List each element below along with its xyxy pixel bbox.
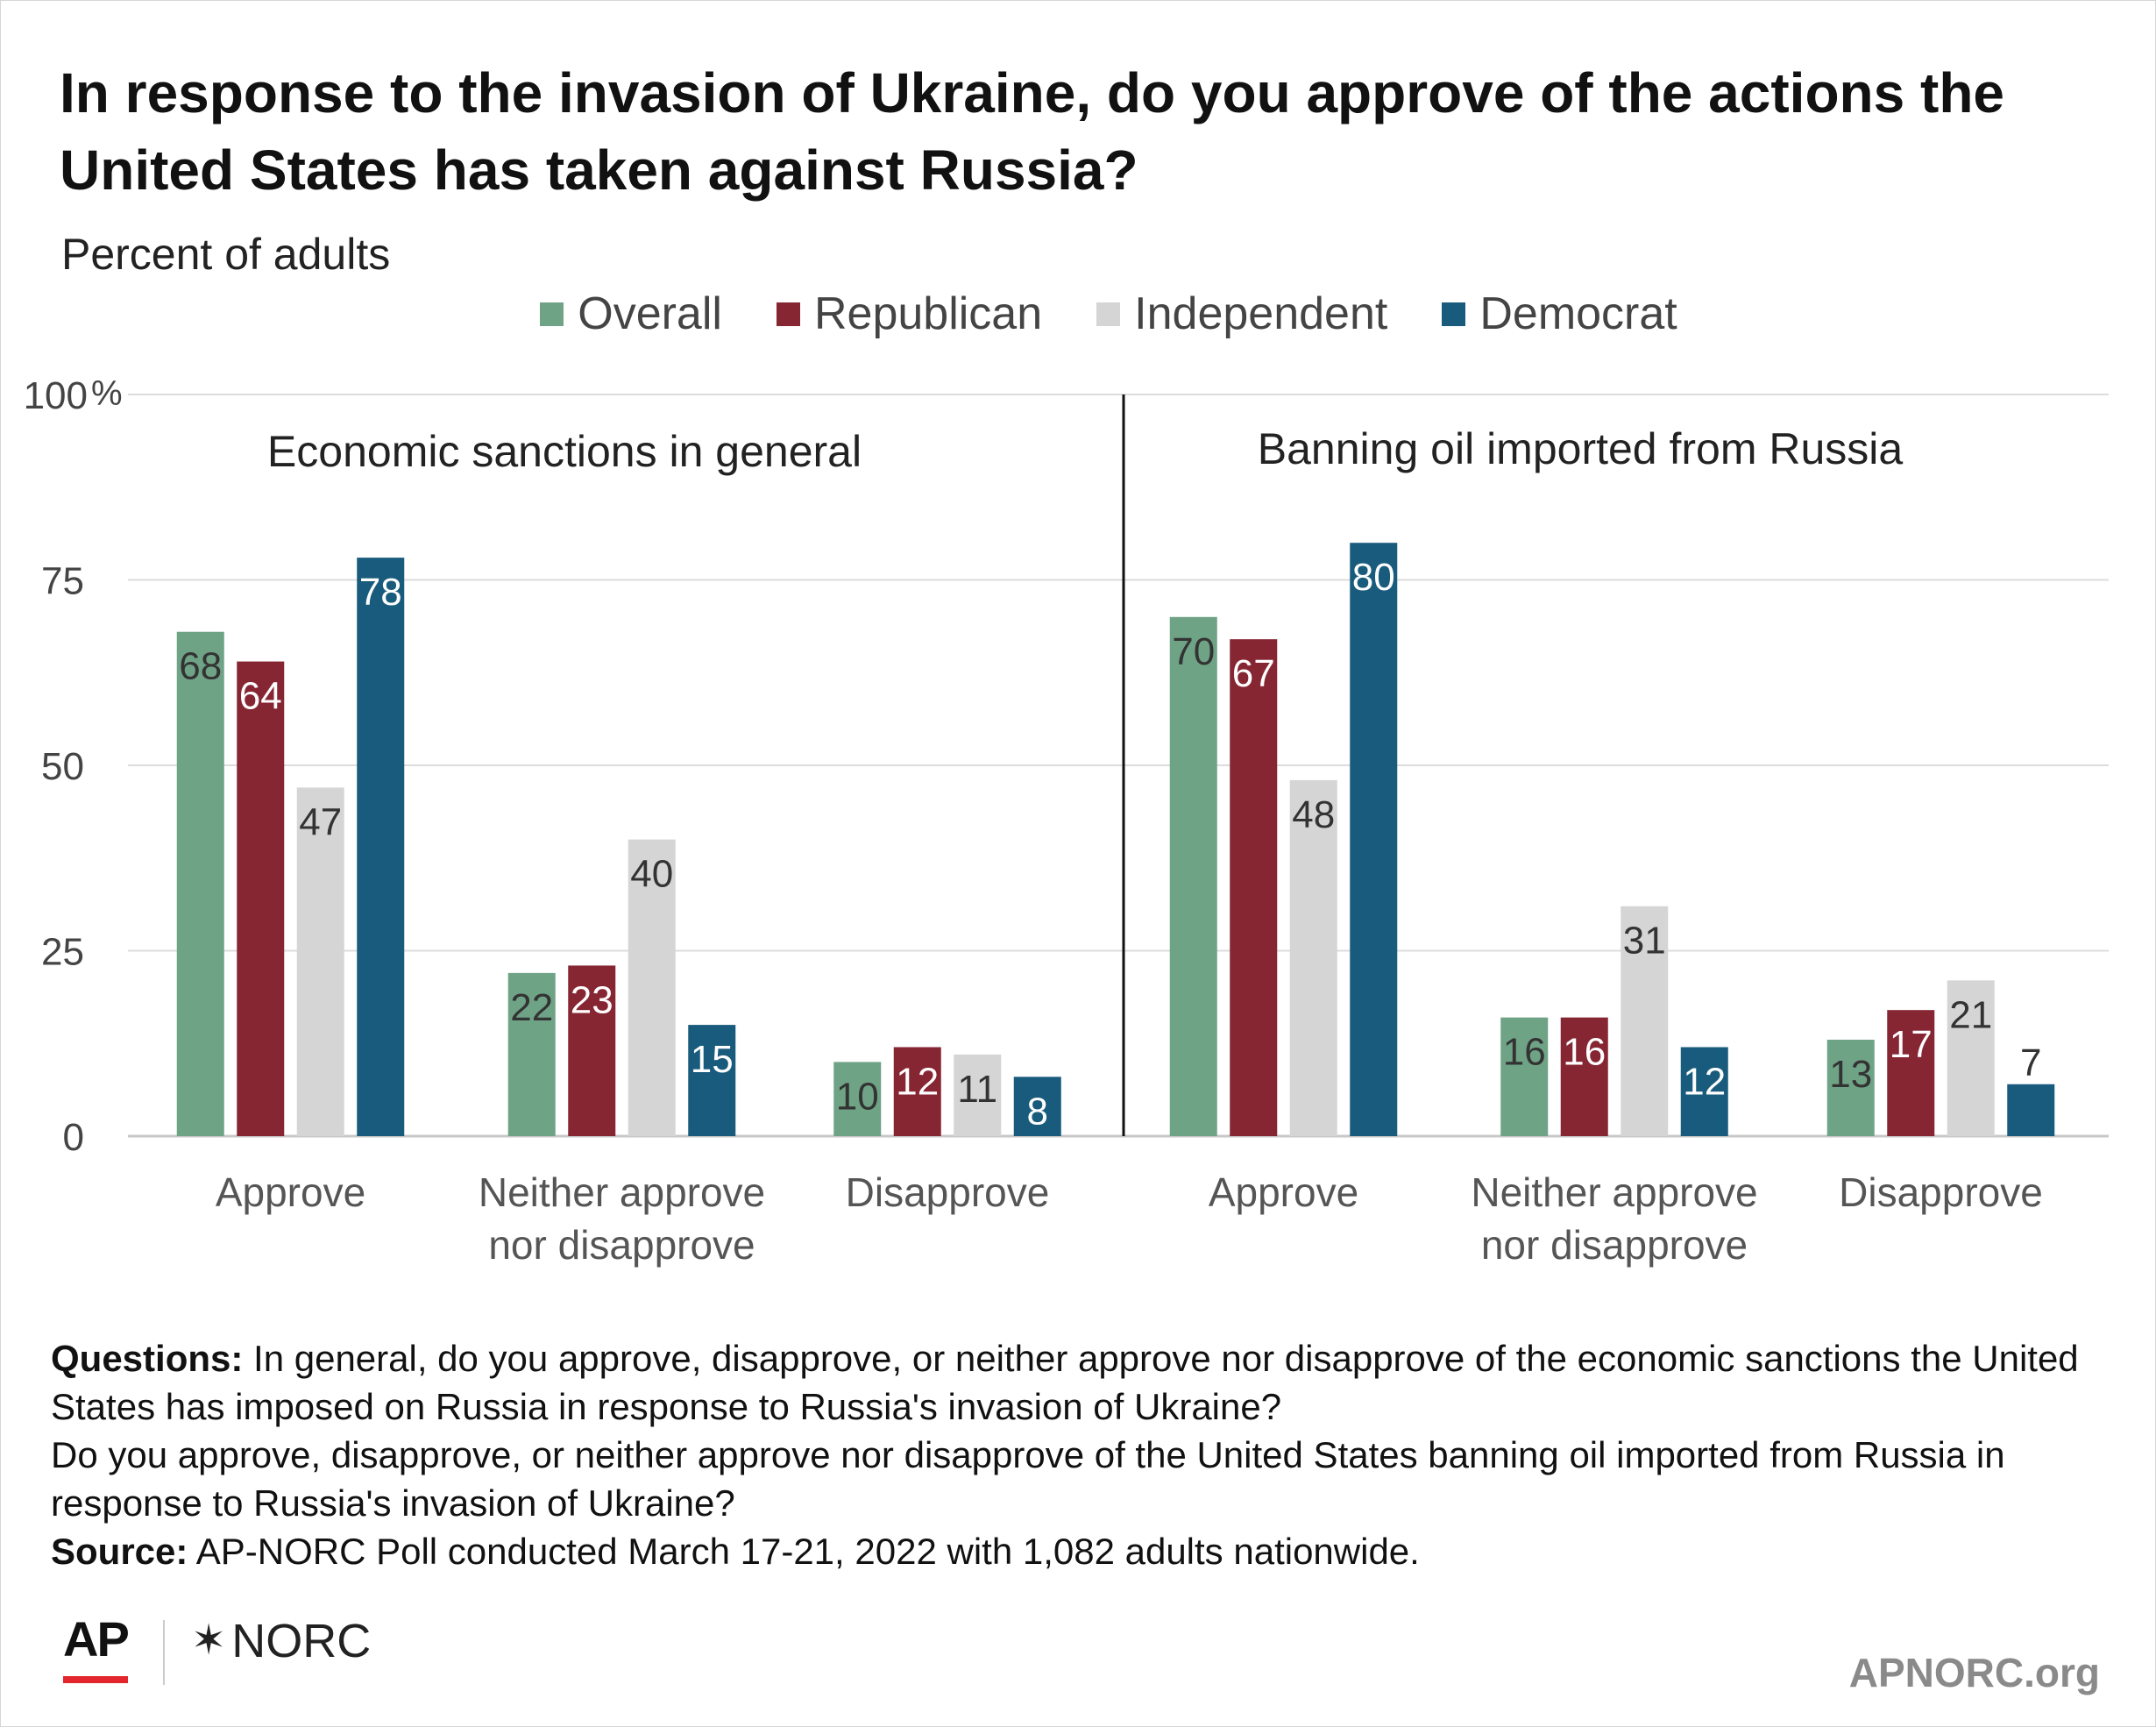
x-tick-label: nor disapprove: [488, 1222, 755, 1268]
data-label: 22: [510, 986, 553, 1029]
panel-title: Economic sanctions in general: [267, 427, 862, 476]
bar: [507, 972, 556, 1136]
bar: [833, 1062, 882, 1136]
source-text: AP-NORC Poll conducted March 17-21, 2022…: [188, 1531, 1420, 1572]
chart-subtitle: Percent of adults: [61, 230, 391, 279]
x-tick-label: nor disapprove: [1481, 1222, 1748, 1268]
bar: [176, 631, 224, 1136]
bar: [296, 787, 344, 1136]
bar-chart: 0 25 50 75 100 % Economic sanctions in general…: [24, 374, 2109, 1268]
y-tick-label: 75: [41, 560, 84, 603]
data-label: 78: [359, 571, 402, 614]
norc-star-icon: ✶: [191, 1617, 227, 1664]
x-tick-label: Neither approve: [1471, 1169, 1757, 1215]
data-label: 80: [1352, 556, 1395, 599]
questions-label: Questions:: [51, 1338, 244, 1379]
y-tick-label: 25: [41, 931, 84, 974]
bar: [1289, 779, 1337, 1136]
legend-item-democrat: Democrat: [1442, 286, 1677, 342]
legend-label: Independent: [1134, 288, 1388, 339]
panel-title: Banning oil imported from Russia: [1258, 424, 1904, 473]
bar: [357, 558, 405, 1136]
x-tick-label: Disapprove: [846, 1169, 1050, 1215]
data-label: 67: [1232, 652, 1275, 695]
bar: [628, 839, 676, 1136]
chart-title: In response to the invasion of Ukraine, …: [60, 61, 2004, 202]
legend-swatch: [1442, 302, 1466, 326]
x-tick-label: Neither approve: [479, 1169, 765, 1215]
data-label: 47: [299, 800, 342, 843]
bar: [1621, 906, 1669, 1136]
data-label: 16: [1503, 1031, 1546, 1074]
legend-swatch: [1096, 302, 1121, 326]
site-link[interactable]: APNORC.org: [1848, 1650, 2100, 1695]
data-label: 17: [1890, 1023, 1933, 1066]
y-tick-label: 0: [63, 1116, 84, 1159]
legend-swatch: [540, 302, 564, 326]
bar: [1013, 1077, 1061, 1136]
bar: [1680, 1047, 1728, 1136]
bar: [2007, 1084, 2055, 1136]
data-label: 48: [1292, 793, 1335, 836]
ap-logo: AP: [63, 1611, 130, 1667]
y-tick-label: 50: [41, 745, 84, 788]
questions-note: Questions: In general, do you approve, d…: [51, 1334, 2119, 1431]
questions-text: In general, do you approve, disapprove, …: [51, 1338, 2079, 1427]
bar: [954, 1054, 1002, 1136]
bar: [1169, 616, 1217, 1136]
bar: [1826, 1040, 1875, 1136]
data-label: 7: [2020, 1041, 2041, 1084]
bar: [237, 661, 285, 1136]
data-label: 15: [691, 1038, 734, 1081]
legend-item-republican: Republican: [776, 286, 1043, 342]
data-label: 21: [1949, 993, 1992, 1036]
data-label: 12: [1683, 1060, 1726, 1103]
legend-label: Republican: [813, 288, 1043, 339]
x-tick-label: Approve: [1209, 1169, 1358, 1215]
legend: Overall Republican Independent Democrat: [0, 286, 2156, 342]
data-label: 8: [1027, 1090, 1048, 1133]
logo-divider: [163, 1620, 165, 1685]
legend-item-independent: Independent: [1096, 286, 1387, 342]
data-label: 11: [957, 1068, 997, 1111]
bar: [568, 965, 616, 1136]
source-label: Source:: [51, 1531, 188, 1572]
source-note: Source: AP-NORC Poll conducted March 17-…: [51, 1527, 2119, 1575]
bar: [1230, 639, 1278, 1136]
data-label: 12: [896, 1060, 939, 1103]
bar: [1560, 1017, 1608, 1136]
legend-label: Overall: [578, 288, 722, 339]
data-label: 13: [1829, 1053, 1872, 1096]
bar: [1350, 543, 1398, 1136]
norc-logo: ✶ NORC: [191, 1615, 371, 1667]
data-label: 64: [239, 675, 282, 718]
bar: [893, 1047, 941, 1136]
data-label: 16: [1563, 1031, 1606, 1074]
data-label: 31: [1623, 920, 1666, 963]
legend-label: Democrat: [1479, 288, 1677, 339]
x-tick-label: Disapprove: [1839, 1169, 2043, 1215]
data-label: 68: [179, 645, 222, 688]
legend-item-overall: Overall: [540, 286, 722, 342]
data-label: 40: [630, 853, 673, 896]
questions-note-2: Do you approve, disapprove, or neither a…: [51, 1434, 2005, 1524]
data-label: 70: [1172, 630, 1215, 673]
data-label: 23: [571, 978, 613, 1021]
x-tick-label: Approve: [216, 1169, 365, 1215]
y-tick-label: 100: [24, 374, 88, 417]
bar: [1887, 1010, 1935, 1136]
data-label: 10: [836, 1075, 879, 1118]
bar: [688, 1025, 736, 1136]
norc-logo-text: NORC: [231, 1615, 372, 1667]
ap-logo-underline: [63, 1676, 128, 1683]
y-tick-unit: %: [91, 374, 123, 413]
bar: [1500, 1017, 1549, 1136]
legend-swatch: [776, 302, 800, 326]
chart-notes: Questions: In general, do you approve, d…: [51, 1334, 2119, 1575]
bar: [1947, 980, 1995, 1136]
